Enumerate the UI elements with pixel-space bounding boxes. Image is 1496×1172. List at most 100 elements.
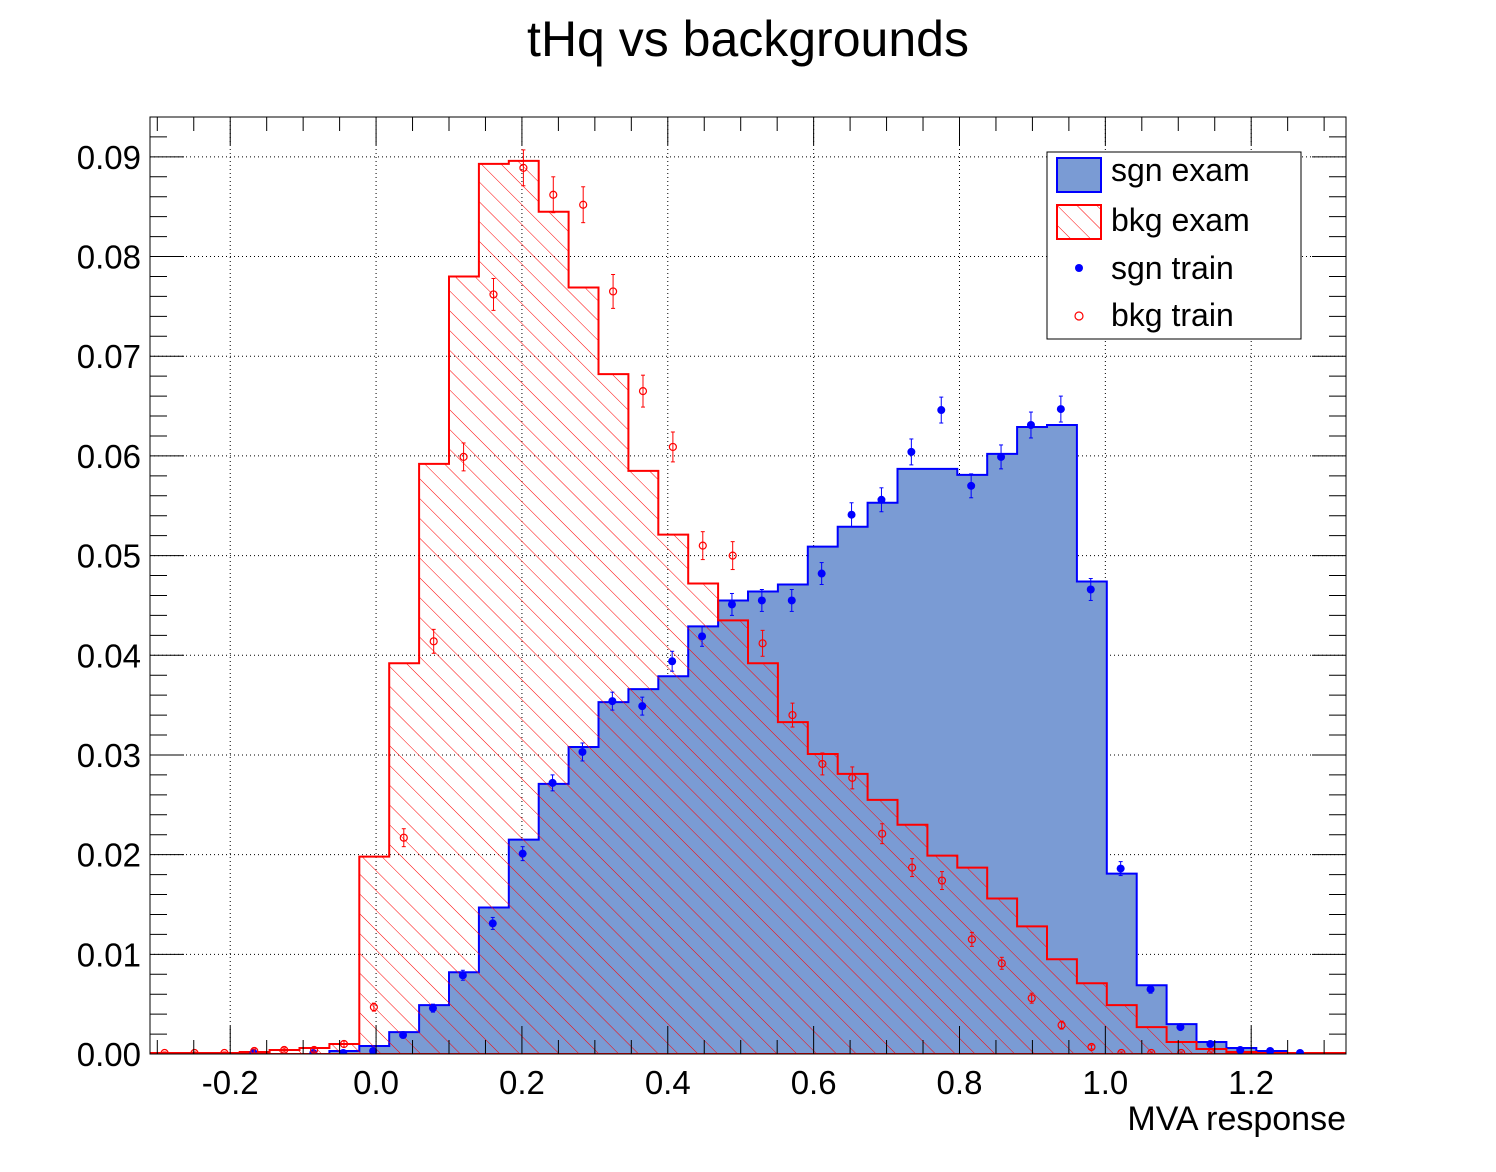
legend-marker-bkg-train <box>1074 311 1084 321</box>
sgn-train-point <box>727 600 736 609</box>
sgn-train-point <box>1146 985 1155 994</box>
legend-label-bkg-exam: bkg exam <box>1111 202 1250 238</box>
bkg-train-point <box>668 442 677 452</box>
y-tick-label: 0.02 <box>77 837 141 874</box>
sgn-train-point <box>1056 405 1065 414</box>
x-tick-label: 1.2 <box>1228 1064 1274 1101</box>
y-tick-label: 0.00 <box>77 1036 141 1073</box>
y-tick-label: 0.01 <box>77 936 141 973</box>
y-tick-label: 0.05 <box>77 538 141 575</box>
x-tick-label: 0.8 <box>937 1064 983 1101</box>
bkg-train-point <box>608 287 618 296</box>
legend-label-bkg-train: bkg train <box>1111 297 1234 333</box>
bkg-train-point <box>1027 994 1036 1003</box>
legend-marker-sgn-train <box>1075 264 1083 272</box>
sgn-train-point <box>997 452 1006 461</box>
sgn-train-point <box>847 510 856 519</box>
legend-swatch-sgn-exam <box>1056 157 1102 193</box>
bkg-train-point <box>519 163 528 172</box>
x-tick-label: 1.0 <box>1082 1064 1128 1101</box>
sgn-train-point <box>548 778 557 787</box>
sgn-train-point <box>967 481 976 490</box>
x-tick-label: -0.2 <box>202 1064 259 1101</box>
sgn-train-point <box>458 971 467 980</box>
bkg-train-point <box>758 639 767 648</box>
y-tick-label: 0.04 <box>77 637 141 674</box>
legend-label-sgn-exam: sgn exam <box>1111 152 1250 188</box>
y-tick-label: 0.03 <box>77 737 141 774</box>
sgn-train-point <box>608 697 617 706</box>
sgn-train-point <box>488 919 497 928</box>
bkg-train-point <box>788 710 797 720</box>
sgn-train-point <box>757 596 766 605</box>
bkg-train-point <box>489 290 498 299</box>
bkg-train-point <box>399 833 408 842</box>
chart-title: tHq vs backgrounds <box>527 11 969 67</box>
sgn-train-point <box>638 702 647 711</box>
sgn-train-point <box>817 569 826 578</box>
bkg-train-point <box>878 829 887 838</box>
sgn-train-points <box>249 395 1305 1054</box>
sgn-train-point <box>1026 421 1035 430</box>
bkg-train-point <box>1177 1048 1186 1054</box>
x-axis-title: MVA response <box>1127 1100 1346 1138</box>
bkg-train-point <box>818 759 827 769</box>
y-tick-label: 0.09 <box>77 139 141 176</box>
bkg-train-point <box>907 863 917 872</box>
bkg-train-point <box>250 1046 259 1054</box>
legend-swatch-bkg-exam <box>1056 204 1102 240</box>
sgn-train-point <box>1116 864 1125 873</box>
bkg-train-point <box>1057 1020 1066 1030</box>
bkg-train-point <box>190 1048 199 1054</box>
bkg-exam-bars <box>150 159 1346 1054</box>
x-tick-label: 0.4 <box>645 1064 691 1101</box>
bkg-train-point <box>967 935 976 944</box>
sgn-train-point <box>1086 585 1095 594</box>
y-axis-tick-labels: 0.00 0.01 0.02 0.03 0.04 0.05 0.06 0.07 0.08 0.09 <box>77 139 141 1073</box>
plot-area <box>150 149 1346 1054</box>
sgn-train-point <box>578 747 587 756</box>
bkg-train-point <box>997 959 1006 968</box>
bkg-train-point <box>638 387 648 396</box>
bkg-train-point <box>429 637 438 646</box>
sgn-train-point <box>787 596 796 605</box>
bkg-train-point <box>549 190 558 199</box>
bkg-exam-histogram <box>150 159 1346 1054</box>
sgn-train-point <box>937 406 946 415</box>
sgn-train-point <box>369 1047 378 1054</box>
sgn-train-point <box>907 447 916 456</box>
legend-label-sgn-train: sgn train <box>1111 250 1234 286</box>
bkg-train-point <box>698 541 707 550</box>
bkg-train-points <box>160 149 1216 1054</box>
sgn-train-point <box>518 849 527 858</box>
sgn-train-point <box>339 1049 348 1054</box>
x-tick-label: 0.6 <box>791 1064 837 1101</box>
sgn-train-point <box>399 1031 408 1040</box>
bkg-train-point <box>937 876 947 885</box>
legend: sgn exam bkg exam sgn train bkg train <box>1046 151 1302 340</box>
bkg-train-point <box>1147 1048 1156 1054</box>
sgn-train-point <box>1236 1046 1245 1054</box>
y-tick-label: 0.08 <box>77 239 141 276</box>
x-tick-label: 0.0 <box>353 1064 399 1101</box>
sgn-train-point <box>668 657 677 666</box>
bkg-train-point <box>369 1003 378 1012</box>
sgn-train-point <box>1296 1049 1305 1054</box>
axis-ticks <box>150 116 1346 1055</box>
y-tick-label: 0.07 <box>77 338 141 375</box>
bkg-train-point <box>1117 1048 1126 1054</box>
sgn-train-point <box>877 495 886 504</box>
bkg-train-point <box>579 200 588 209</box>
x-tick-label: 0.2 <box>499 1064 545 1101</box>
sgn-train-point <box>1176 1023 1185 1032</box>
bkg-train-point <box>459 452 468 462</box>
sgn-train-point <box>428 1004 437 1013</box>
bkg-train-point <box>1087 1042 1096 1052</box>
plot-frame <box>149 116 1347 1055</box>
bkg-train-point <box>728 551 737 560</box>
bkg-train-point <box>220 1048 229 1054</box>
sgn-train-point <box>1206 1040 1215 1049</box>
bkg-train-point <box>848 773 857 782</box>
y-tick-label: 0.06 <box>77 438 141 475</box>
